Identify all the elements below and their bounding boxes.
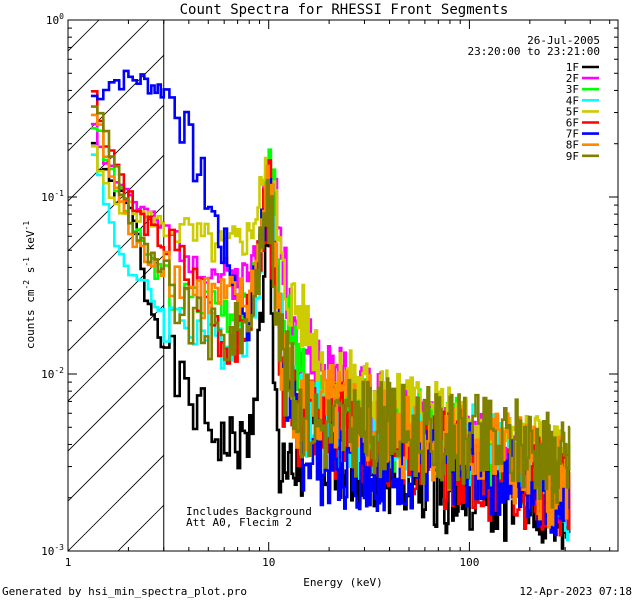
x-axis-label: Energy (keV)	[303, 576, 382, 589]
hatch-line	[68, 20, 100, 52]
hatch-line	[68, 254, 164, 352]
y-label-part: counts cm	[24, 289, 37, 349]
series-line-9F	[90, 105, 571, 509]
y-label-part: keV	[24, 230, 37, 257]
annotation-line-1: Includes Background	[186, 505, 312, 518]
legend-label-7F: 7F	[566, 128, 579, 141]
y-label-exp: -1	[22, 257, 31, 267]
x-tick-label: 10	[262, 556, 275, 569]
legend-label-2F: 2F	[566, 72, 579, 85]
legend-label-6F: 6F	[566, 117, 579, 130]
footer-timestamp: 12-Apr-2023 07:18	[519, 585, 632, 598]
y-tick-label: 10-1	[41, 189, 64, 204]
y-axis-ticks: 100 10-1 10-2 10-3	[41, 12, 618, 558]
hatched-region	[68, 20, 165, 551]
x-tick-label: 100	[459, 556, 479, 569]
y-tick-label: 10-2	[41, 366, 64, 381]
hatch-line	[68, 204, 164, 302]
hatch-line	[68, 454, 164, 551]
y-tick-label: 10-3	[41, 543, 64, 558]
hatch-line	[68, 104, 164, 202]
date-label: 26-Jul-2005	[527, 34, 600, 47]
legend-label-5F: 5F	[566, 105, 579, 118]
hatch-line	[68, 404, 164, 502]
hatch-line	[68, 54, 164, 152]
x-axis-ticks: 1 10 100	[65, 20, 611, 569]
series-line-7F	[90, 69, 571, 537]
y-axis-label: counts cm-2 s-1 keV-1	[22, 221, 37, 349]
x-tick-label: 1	[65, 556, 72, 569]
y-label-exp: -1	[22, 221, 31, 231]
legend-label-3F: 3F	[566, 83, 579, 96]
legend-label-1F: 1F	[566, 61, 579, 74]
plot-frame	[67, 19, 619, 552]
chart-title: Count Spectra for RHESSI Front Segments	[180, 2, 509, 18]
y-label-exp: -2	[22, 280, 31, 290]
legend-label-4F: 4F	[566, 94, 579, 107]
footer-generator: Generated by hsi_min_spectra_plot.pro	[2, 585, 247, 598]
time-range-label: 23:20:00 to 23:21:00	[468, 45, 600, 58]
legend-label-9F: 9F	[566, 150, 579, 163]
series-lines	[90, 69, 571, 550]
y-label-part: s	[24, 267, 37, 280]
y-tick-label: 100	[46, 12, 64, 27]
legend-label-8F: 8F	[566, 139, 579, 152]
annotation-line-2: Att A0, Flecim 2	[186, 516, 292, 529]
